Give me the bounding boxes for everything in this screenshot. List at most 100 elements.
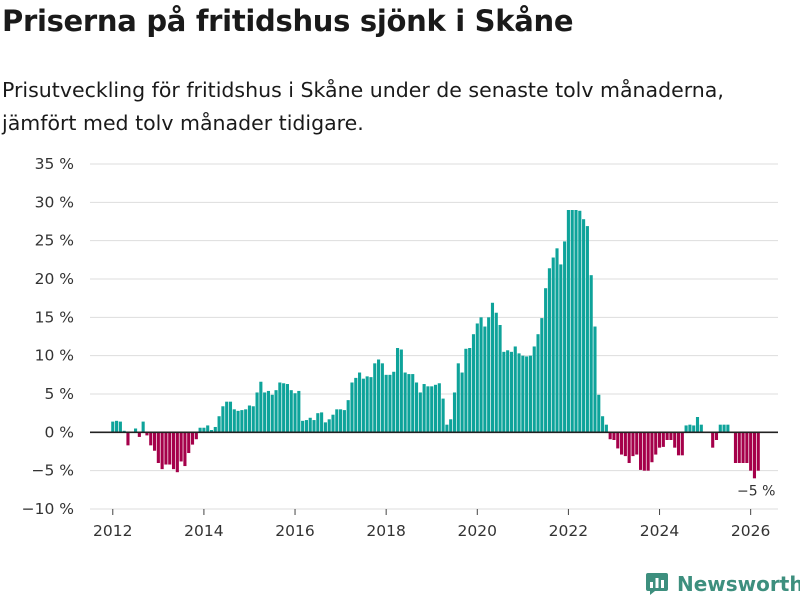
bar — [642, 432, 646, 471]
brand-footer[interactable]: Newsworthy — [644, 569, 800, 599]
bar — [232, 409, 236, 433]
bar — [202, 427, 206, 433]
bar — [718, 424, 722, 433]
bar — [263, 392, 267, 433]
bar — [289, 390, 293, 433]
bar — [547, 268, 551, 433]
y-tick-label: 5 % — [44, 385, 74, 403]
bar — [646, 432, 650, 471]
y-tick-label: 25 % — [35, 232, 74, 250]
bar — [475, 323, 479, 433]
bar — [559, 264, 563, 433]
bar — [426, 386, 430, 433]
bar — [323, 422, 327, 433]
bar — [217, 416, 221, 433]
bar — [156, 432, 160, 463]
bar — [578, 210, 582, 433]
chart-title: Priserna på fritidshus sjönk i Skåne — [2, 4, 574, 38]
bar — [741, 432, 745, 463]
bar — [532, 346, 536, 433]
bar — [407, 374, 411, 433]
bar — [430, 386, 434, 433]
bar — [449, 419, 453, 433]
bar — [654, 432, 658, 455]
bar — [555, 248, 559, 433]
bar — [673, 432, 677, 448]
bar — [544, 288, 548, 433]
bar — [282, 383, 286, 433]
bar — [752, 432, 757, 479]
bar — [665, 432, 669, 440]
bar — [695, 417, 700, 433]
bar — [350, 382, 354, 433]
bar — [608, 432, 612, 440]
bar — [612, 432, 616, 440]
bar — [137, 432, 141, 437]
bar — [570, 210, 574, 433]
bar — [365, 376, 369, 433]
bar — [316, 413, 320, 433]
bar — [479, 317, 483, 433]
bar — [521, 355, 525, 433]
bar — [513, 346, 517, 433]
bar — [509, 351, 514, 433]
newsworthy-logo-icon — [646, 573, 668, 595]
bar — [722, 424, 726, 433]
bar — [737, 432, 741, 463]
bar — [285, 384, 289, 433]
bar — [183, 432, 187, 467]
bar — [266, 390, 271, 433]
bar — [661, 432, 665, 447]
bar — [244, 409, 248, 433]
bar — [676, 432, 681, 456]
chart-subtitle: Prisutveckling för fritidshus i Skåne un… — [2, 78, 724, 135]
bar — [711, 432, 715, 448]
bar — [377, 359, 381, 433]
axes: −10 % −5 % 0 % 5 % 10 % 15 % 20 % 25 % 30 % 35 % 2… — [22, 155, 778, 540]
bar — [604, 424, 608, 433]
bar — [726, 424, 730, 433]
bar — [494, 312, 498, 433]
bar — [487, 317, 491, 433]
bar — [418, 392, 422, 433]
bar — [240, 410, 244, 433]
gridlines — [90, 163, 778, 510]
bar — [471, 334, 476, 433]
bar — [335, 409, 339, 433]
bar — [540, 318, 544, 433]
bar — [301, 420, 305, 433]
bar — [160, 432, 164, 470]
bar — [259, 381, 263, 433]
bar — [312, 420, 316, 433]
bar — [346, 400, 350, 433]
x-tick-label: 2012 — [93, 522, 132, 540]
bar — [445, 424, 449, 433]
bar — [464, 348, 468, 433]
annotations: −5 % — [737, 484, 775, 500]
x-tick-label: 2016 — [275, 522, 314, 540]
bar — [635, 432, 639, 455]
bar — [361, 378, 365, 433]
x-tick-label: 2022 — [549, 522, 588, 540]
bar — [373, 363, 377, 433]
annotation-label: −5 % — [737, 484, 775, 500]
bar — [498, 325, 502, 433]
bar — [745, 432, 749, 463]
bar — [251, 406, 255, 433]
bar — [627, 432, 631, 463]
bar — [152, 432, 157, 451]
bar — [198, 427, 202, 433]
bar — [225, 401, 229, 433]
bar — [684, 425, 688, 433]
bar — [563, 241, 567, 433]
bar — [456, 363, 460, 433]
bar — [118, 421, 122, 433]
bar — [566, 210, 570, 433]
bar — [714, 432, 719, 440]
bar — [403, 372, 407, 433]
y-tick-label: 20 % — [35, 270, 74, 288]
y-tick-label: 35 % — [35, 155, 74, 173]
price-change-bar-chart: −10 % −5 % 0 % 5 % 10 % 15 % 20 % 25 % 30 % 35 % 2… — [22, 155, 778, 540]
bar — [506, 350, 510, 433]
bar — [228, 401, 233, 433]
